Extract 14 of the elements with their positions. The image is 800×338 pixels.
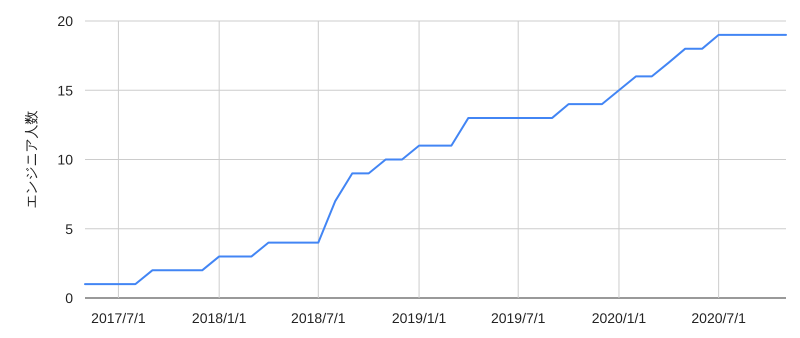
x-tick-label: 2020/1/1 [592, 310, 646, 326]
x-tick-label: 2019/1/1 [392, 310, 447, 326]
y-tick-label: 10 [57, 152, 74, 168]
y-tick-label: 20 [57, 13, 74, 29]
x-tick-label: 2018/7/1 [291, 310, 346, 326]
y-tick-label: 15 [57, 82, 74, 98]
x-tick-label: 2019/7/1 [490, 310, 546, 326]
y-tick-label: 0 [65, 290, 74, 306]
y-axis-title: エンジニア人数 [23, 110, 39, 208]
y-tick-label: 5 [65, 220, 74, 237]
x-tick-label: 2017/7/1 [91, 310, 146, 326]
x-tick-label: 2020/7/1 [691, 310, 746, 326]
x-tick-label: 2018/1/1 [192, 310, 247, 326]
line-series [84, 34, 787, 286]
